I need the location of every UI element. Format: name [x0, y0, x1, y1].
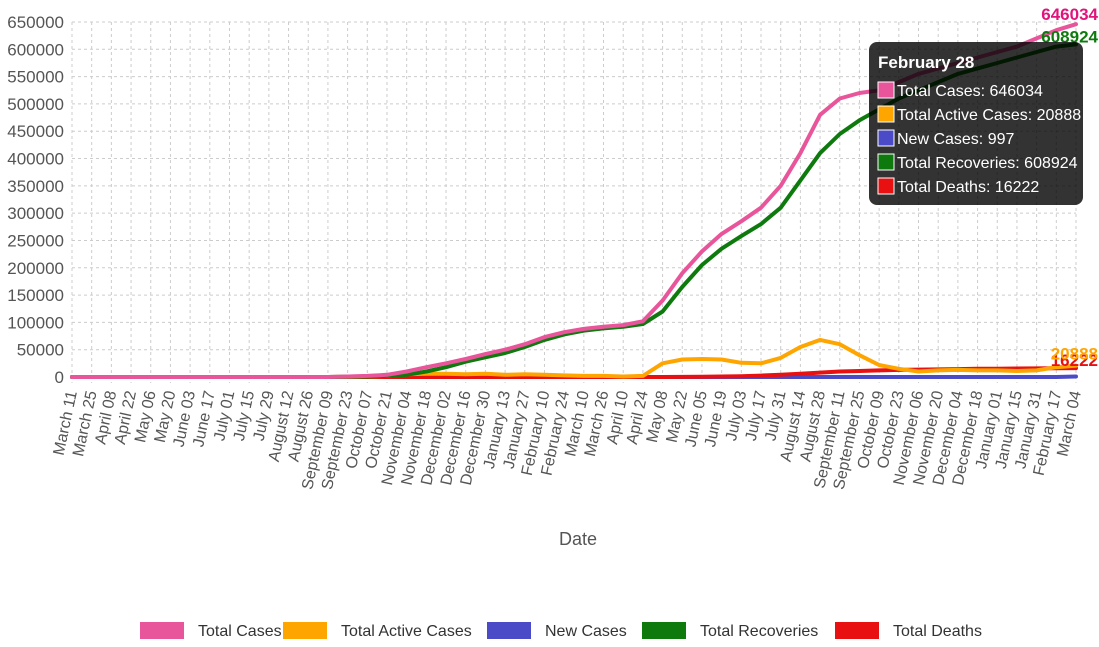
- y-tick-label: 250000: [7, 231, 64, 250]
- tooltip-box: [869, 42, 1083, 205]
- tooltip-title: February 28: [878, 53, 974, 72]
- end-value-label: 16222: [1051, 351, 1098, 370]
- y-tick-label: 550000: [7, 68, 64, 87]
- tooltip-line: Total Recoveries: 608924: [897, 155, 1078, 172]
- legend-swatch: [283, 622, 327, 639]
- tooltip: February 28 Total Cases: 646034 Total Acti…: [869, 42, 1083, 205]
- tooltip-line: New Cases: 997: [897, 131, 1014, 148]
- y-tick-label: 50000: [17, 341, 64, 360]
- series-lines: [70, 22, 1078, 379]
- legend-item-total-deaths[interactable]: Total Deaths: [835, 622, 982, 640]
- legend[interactable]: Total Cases Total Active Cases New Cases To…: [140, 622, 982, 640]
- legend-swatch: [835, 622, 879, 639]
- legend-swatch: [487, 622, 531, 639]
- legend-swatch: [642, 622, 686, 639]
- legend-item-total-active-cases[interactable]: Total Active Cases: [283, 622, 472, 640]
- y-tick-label: 100000: [7, 313, 64, 332]
- tooltip-line: Total Deaths: 16222: [897, 179, 1039, 196]
- tooltip-line: Total Active Cases: 20888: [897, 107, 1081, 124]
- legend-item-total-recoveries[interactable]: Total Recoveries: [642, 622, 818, 640]
- x-axis-title: Date: [559, 529, 597, 549]
- legend-label: New Cases: [545, 623, 627, 640]
- end-value-label: 608924: [1041, 27, 1098, 46]
- y-tick-label: 0: [55, 368, 64, 387]
- legend-item-total-cases[interactable]: Total Cases: [140, 622, 282, 640]
- tooltip-swatch: [877, 129, 895, 147]
- y-tick-label: 450000: [7, 122, 64, 141]
- legend-label: Total Recoveries: [700, 623, 818, 640]
- legend-label: Total Deaths: [893, 623, 982, 640]
- y-axis-ticks: 0 50000 100000 150000 200000 250000 300000 3500…: [7, 13, 64, 387]
- y-tick-label: 600000: [7, 40, 64, 59]
- y-tick-label: 300000: [7, 204, 64, 223]
- y-tick-label: 350000: [7, 177, 64, 196]
- tooltip-swatch: [877, 105, 895, 123]
- legend-swatch: [140, 622, 184, 639]
- end-value-label: 20888: [1051, 345, 1098, 364]
- legend-label: Total Cases: [198, 623, 282, 640]
- y-tick-label: 200000: [7, 259, 64, 278]
- y-tick-label: 500000: [7, 95, 64, 114]
- y-tick-label: 400000: [7, 150, 64, 169]
- grid: [71, 21, 1077, 383]
- y-tick-label: 650000: [7, 13, 64, 32]
- tooltip-swatch: [877, 81, 895, 99]
- tooltip-line: Total Cases: 646034: [897, 83, 1043, 100]
- series-line-total-active-cases: [70, 337, 1078, 379]
- tooltip-swatch: [877, 177, 895, 195]
- tooltip-swatch: [877, 153, 895, 171]
- y-tick-label: 150000: [7, 286, 64, 305]
- legend-item-new-cases[interactable]: New Cases: [487, 622, 627, 640]
- legend-label: Total Active Cases: [341, 623, 472, 640]
- end-value-label: 646034: [1041, 5, 1098, 24]
